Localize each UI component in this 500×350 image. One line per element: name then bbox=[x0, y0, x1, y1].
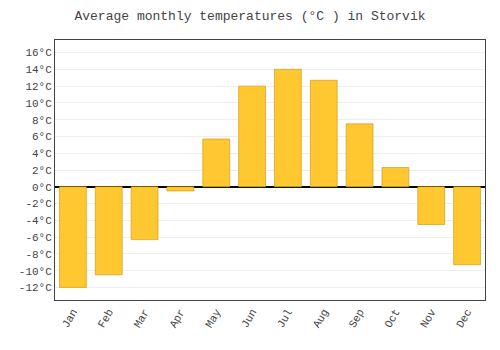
svg-text:-10°C: -10°C bbox=[19, 266, 52, 278]
svg-text:Jul: Jul bbox=[275, 307, 295, 330]
svg-text:Aug: Aug bbox=[311, 307, 331, 330]
svg-text:6°C: 6°C bbox=[32, 131, 52, 143]
svg-text:12°C: 12°C bbox=[25, 81, 52, 93]
svg-text:Nov: Nov bbox=[418, 307, 438, 330]
svg-text:Feb: Feb bbox=[96, 307, 116, 330]
svg-text:Jun: Jun bbox=[239, 307, 259, 330]
svg-text:8°C: 8°C bbox=[32, 115, 52, 127]
svg-text:16°C: 16°C bbox=[25, 47, 52, 59]
svg-text:Jan: Jan bbox=[60, 307, 80, 330]
svg-text:10°C: 10°C bbox=[25, 98, 52, 110]
svg-text:2°C: 2°C bbox=[32, 165, 52, 177]
svg-text:-4°C: -4°C bbox=[25, 215, 52, 227]
svg-text:-6°C: -6°C bbox=[25, 232, 52, 244]
svg-text:0°C: 0°C bbox=[32, 182, 52, 194]
svg-text:May: May bbox=[203, 307, 223, 330]
svg-text:Average monthly temperatures (: Average monthly temperatures (°C ) in St… bbox=[74, 9, 425, 24]
svg-text:-2°C: -2°C bbox=[25, 198, 52, 210]
svg-text:Apr: Apr bbox=[167, 307, 187, 330]
svg-text:Sep: Sep bbox=[347, 307, 367, 330]
svg-text:Oct: Oct bbox=[382, 307, 402, 330]
svg-text:Dec: Dec bbox=[454, 307, 474, 330]
svg-text:14°C: 14°C bbox=[25, 64, 52, 76]
svg-text:-12°C: -12°C bbox=[19, 282, 52, 294]
svg-text:-8°C: -8°C bbox=[25, 249, 52, 261]
svg-text:4°C: 4°C bbox=[32, 148, 52, 160]
svg-text:Mar: Mar bbox=[132, 307, 152, 330]
